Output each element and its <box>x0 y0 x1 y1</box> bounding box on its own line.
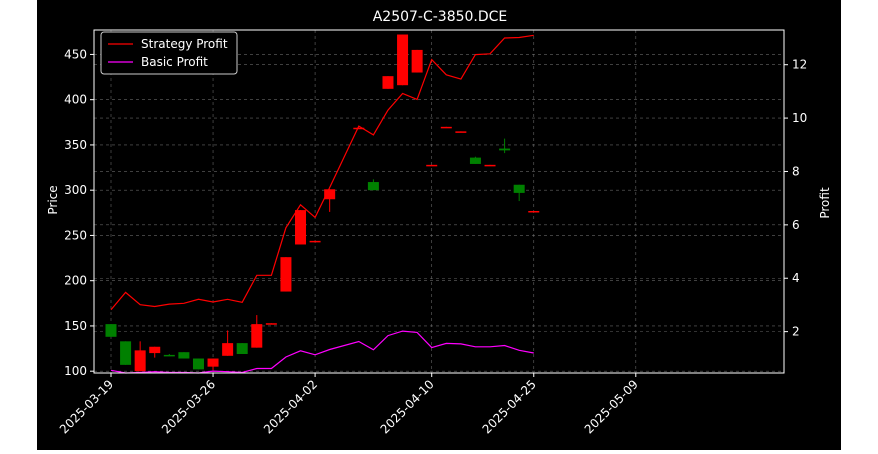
candle-body-up <box>513 184 525 193</box>
candle-body-down <box>134 350 146 372</box>
candle-body-down <box>484 164 496 167</box>
strategy-profit-line <box>110 34 534 311</box>
candle-body-down <box>280 257 292 292</box>
candle-body-up <box>178 352 190 359</box>
y-left-tick-label: 300 <box>64 183 87 197</box>
candlestick-series <box>105 34 540 372</box>
candle-body-up <box>469 157 481 164</box>
chart-title: A2507-C-3850.DCE <box>373 9 508 25</box>
y-left-tick-label: 150 <box>64 319 87 333</box>
y-left-tick-label: 200 <box>64 274 87 288</box>
candle-body-down <box>426 164 438 167</box>
y-axis-left-label: Price <box>46 185 60 214</box>
candle-body-down <box>353 127 365 130</box>
candle-body-down <box>528 211 540 213</box>
candle-body-up <box>499 148 511 151</box>
y-left-tick-label: 400 <box>64 93 87 107</box>
y-left-tick-label: 100 <box>64 364 87 378</box>
y-right-tick-label: 8 <box>792 164 800 178</box>
candle-body-down <box>222 343 234 356</box>
candle-body-up <box>236 343 248 354</box>
legend-box <box>100 31 238 75</box>
candle-body-down <box>265 323 277 325</box>
legend-basic-label: Basic Profit <box>141 55 208 69</box>
y-left-tick-label: 350 <box>64 138 87 152</box>
candle-body-down <box>411 49 423 73</box>
candle-body-down <box>251 324 263 348</box>
y-axis-right-label: Profit <box>818 187 832 219</box>
y-right-tick-label: 2 <box>792 325 800 339</box>
candle-body-down <box>455 131 467 133</box>
candle-body-down <box>207 358 219 367</box>
y-right-tick-label: 6 <box>792 218 800 232</box>
y-right-tick-label: 10 <box>792 111 807 125</box>
candle-body-down <box>440 126 452 129</box>
candle-body-up <box>192 358 204 370</box>
y-right-tick-label: 4 <box>792 271 800 285</box>
legend: Strategy Profit Basic Profit <box>100 31 238 75</box>
candle-body-up <box>163 354 175 357</box>
plot-frame <box>93 29 785 374</box>
chart-svg: A2507-C-3850.DCE 100 150 200 250 300 350 400 45… <box>37 0 841 450</box>
legend-strategy-label: Strategy Profit <box>141 37 228 51</box>
chart-figure: A2507-C-3850.DCE 100 150 200 250 300 350 400 45… <box>37 0 841 450</box>
candle-body-up <box>367 182 379 191</box>
candle-body-down <box>382 76 394 89</box>
candle-body-down <box>309 240 321 243</box>
candle-body-down <box>324 189 336 200</box>
y-right-tick-label: 12 <box>792 58 807 72</box>
y-left-tick-label: 250 <box>64 228 87 242</box>
candle-body-down <box>397 34 409 86</box>
candle-body-up <box>120 341 132 365</box>
y-left-tick-label: 450 <box>64 47 87 61</box>
candle-body-down <box>295 210 307 245</box>
candle-body-down <box>149 346 161 354</box>
candle-body-up <box>105 324 117 337</box>
